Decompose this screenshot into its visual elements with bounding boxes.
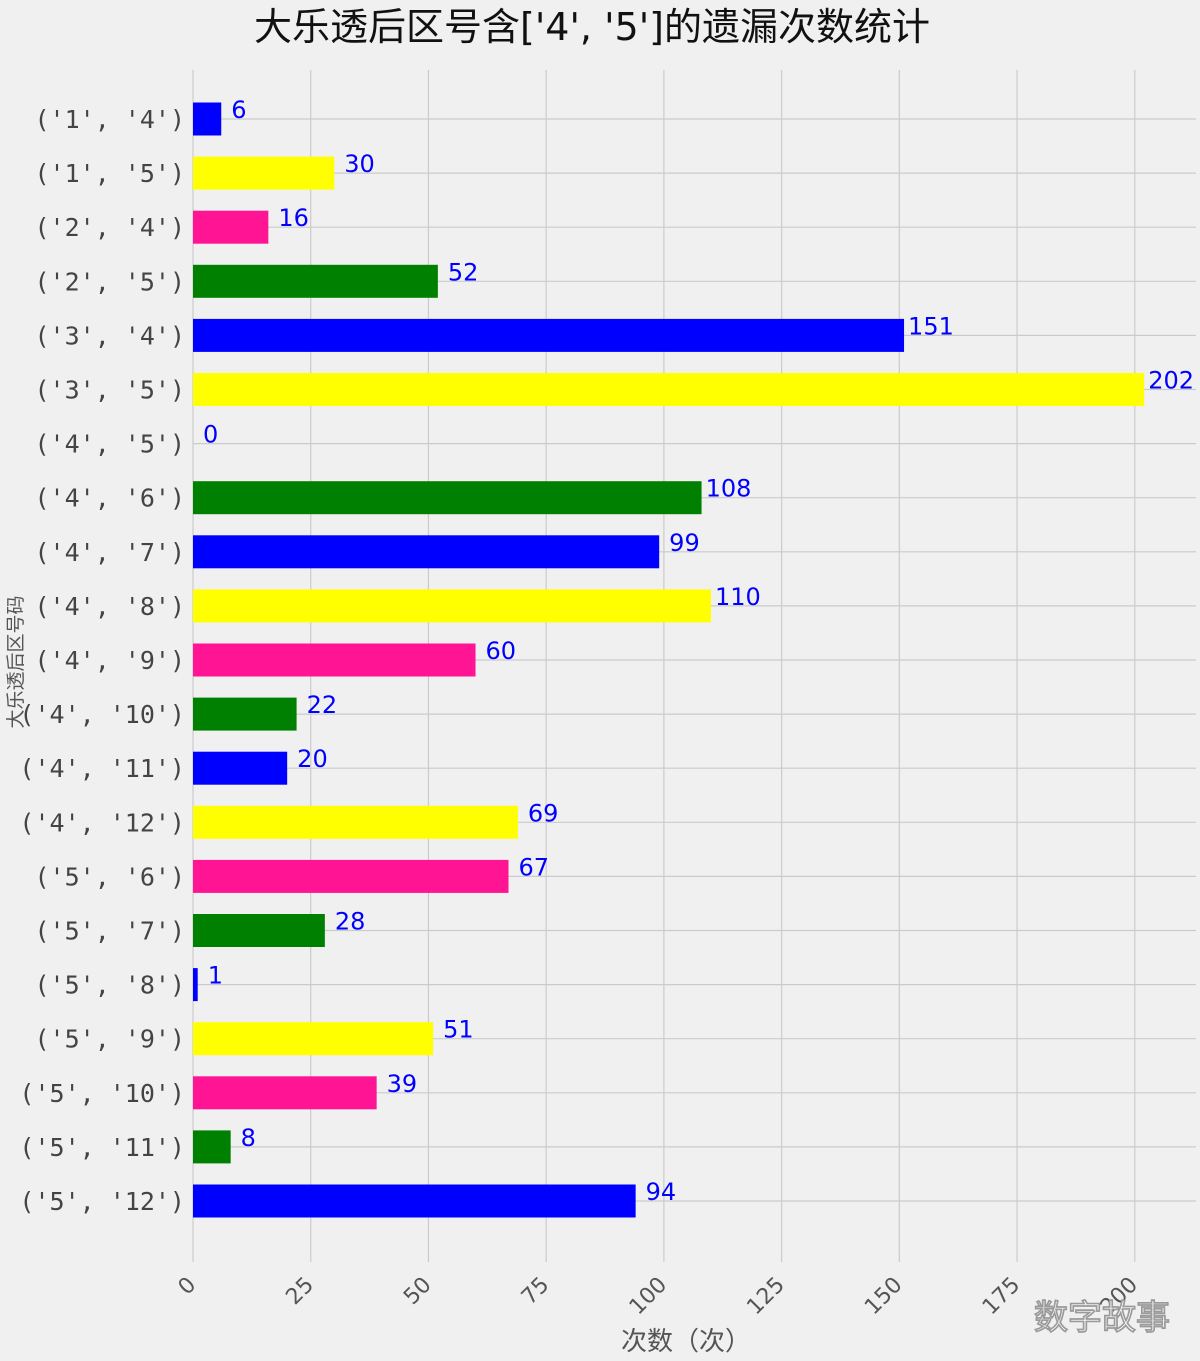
y-tick-label: ('4', '7') [34,538,185,567]
y-tick-labels: ('1', '4') ('1', '5') ('2', '4') ('2', '5')… [19,105,185,1216]
x-tick-label: 75 [517,1273,554,1310]
x-tick-label: 150 [860,1273,907,1320]
bar [193,373,1145,406]
y-tick-label: ('4', '12') [19,808,185,837]
bar [193,914,325,947]
y-tick-label: ('3', '5') [34,376,185,405]
data-label: 0 [203,421,218,449]
data-label: 30 [344,150,375,178]
y-tick-label: ('2', '5') [34,267,185,296]
y-tick-label: ('1', '5') [34,159,185,188]
x-axis-label: 次数（次） [621,1327,751,1357]
data-label: 51 [443,1016,474,1044]
y-tick-label: ('5', '9') [34,1025,185,1054]
x-tick-label: 0 [174,1273,202,1301]
watermark: 数字故事 [1034,1298,1170,1338]
bar [193,643,476,677]
y-tick-label: ('5', '7') [34,917,185,946]
x-tick-label: 100 [625,1273,672,1320]
y-tick-label: ('5', '10') [19,1079,185,1108]
data-label: 69 [528,799,559,827]
data-label: 22 [307,691,338,719]
bar [193,318,905,352]
y-tick-label: ('2', '4') [34,213,185,242]
bar [193,1184,636,1218]
bar [193,697,297,731]
y-tick-label: ('4', '10') [19,700,185,729]
y-tick-label: ('4', '5') [34,430,185,459]
y-tick-label: ('4', '8') [34,592,185,621]
data-label: 8 [241,1124,256,1152]
bar [193,968,198,1002]
x-tick-labels: 0 25 50 75 100 125 150 175 200 [174,1273,1143,1320]
x-tick-label: 25 [281,1273,318,1310]
value-labels: 6301652151202010899110602220696728151398… [203,96,1194,1206]
bar [193,535,660,569]
bar [193,1076,377,1110]
y-tick-label: ('5', '11') [19,1133,185,1162]
data-label: 20 [297,745,328,773]
x-tick-label: 125 [742,1273,789,1320]
y-tick-label: ('4', '6') [34,484,185,513]
data-label: 202 [1148,367,1194,395]
data-label: 52 [448,258,479,286]
data-label: 110 [715,583,761,611]
bar [193,751,288,785]
data-label: 108 [706,475,752,503]
y-tick-label: ('4', '9') [34,646,185,675]
bar [193,1130,231,1164]
bar [193,805,518,839]
data-label: 67 [518,853,549,881]
y-axis-label: 大乐透后区号码 [5,595,27,728]
data-label: 60 [486,637,517,665]
y-tick-label: ('4', '11') [19,754,185,783]
data-label: 16 [278,204,309,232]
y-tick-label: ('5', '6') [34,862,185,891]
data-label: 94 [646,1178,677,1206]
bar [193,589,711,623]
chart-title: 大乐透后区号含['4', '5']的遗漏次数统计 [254,5,930,49]
bar [193,156,335,190]
x-tick-label: 50 [399,1273,436,1310]
y-tick-label: ('5', '12') [19,1187,185,1216]
data-label: 1 [208,962,223,990]
x-tick-label: 175 [978,1273,1025,1320]
y-tick-label: ('5', '8') [34,971,185,1000]
data-label: 6 [231,96,246,124]
bar [193,1022,434,1056]
data-label: 28 [335,908,366,936]
bar [193,210,269,244]
data-label: 151 [908,312,954,340]
bar [193,859,509,893]
y-tick-label: ('3', '4') [34,321,185,350]
y-tick-label: ('1', '4') [34,105,185,134]
bar [193,264,438,298]
bars [193,102,1145,1218]
bar [193,481,702,515]
data-label: 39 [387,1070,418,1098]
bar [193,102,222,136]
data-label: 99 [669,529,700,557]
